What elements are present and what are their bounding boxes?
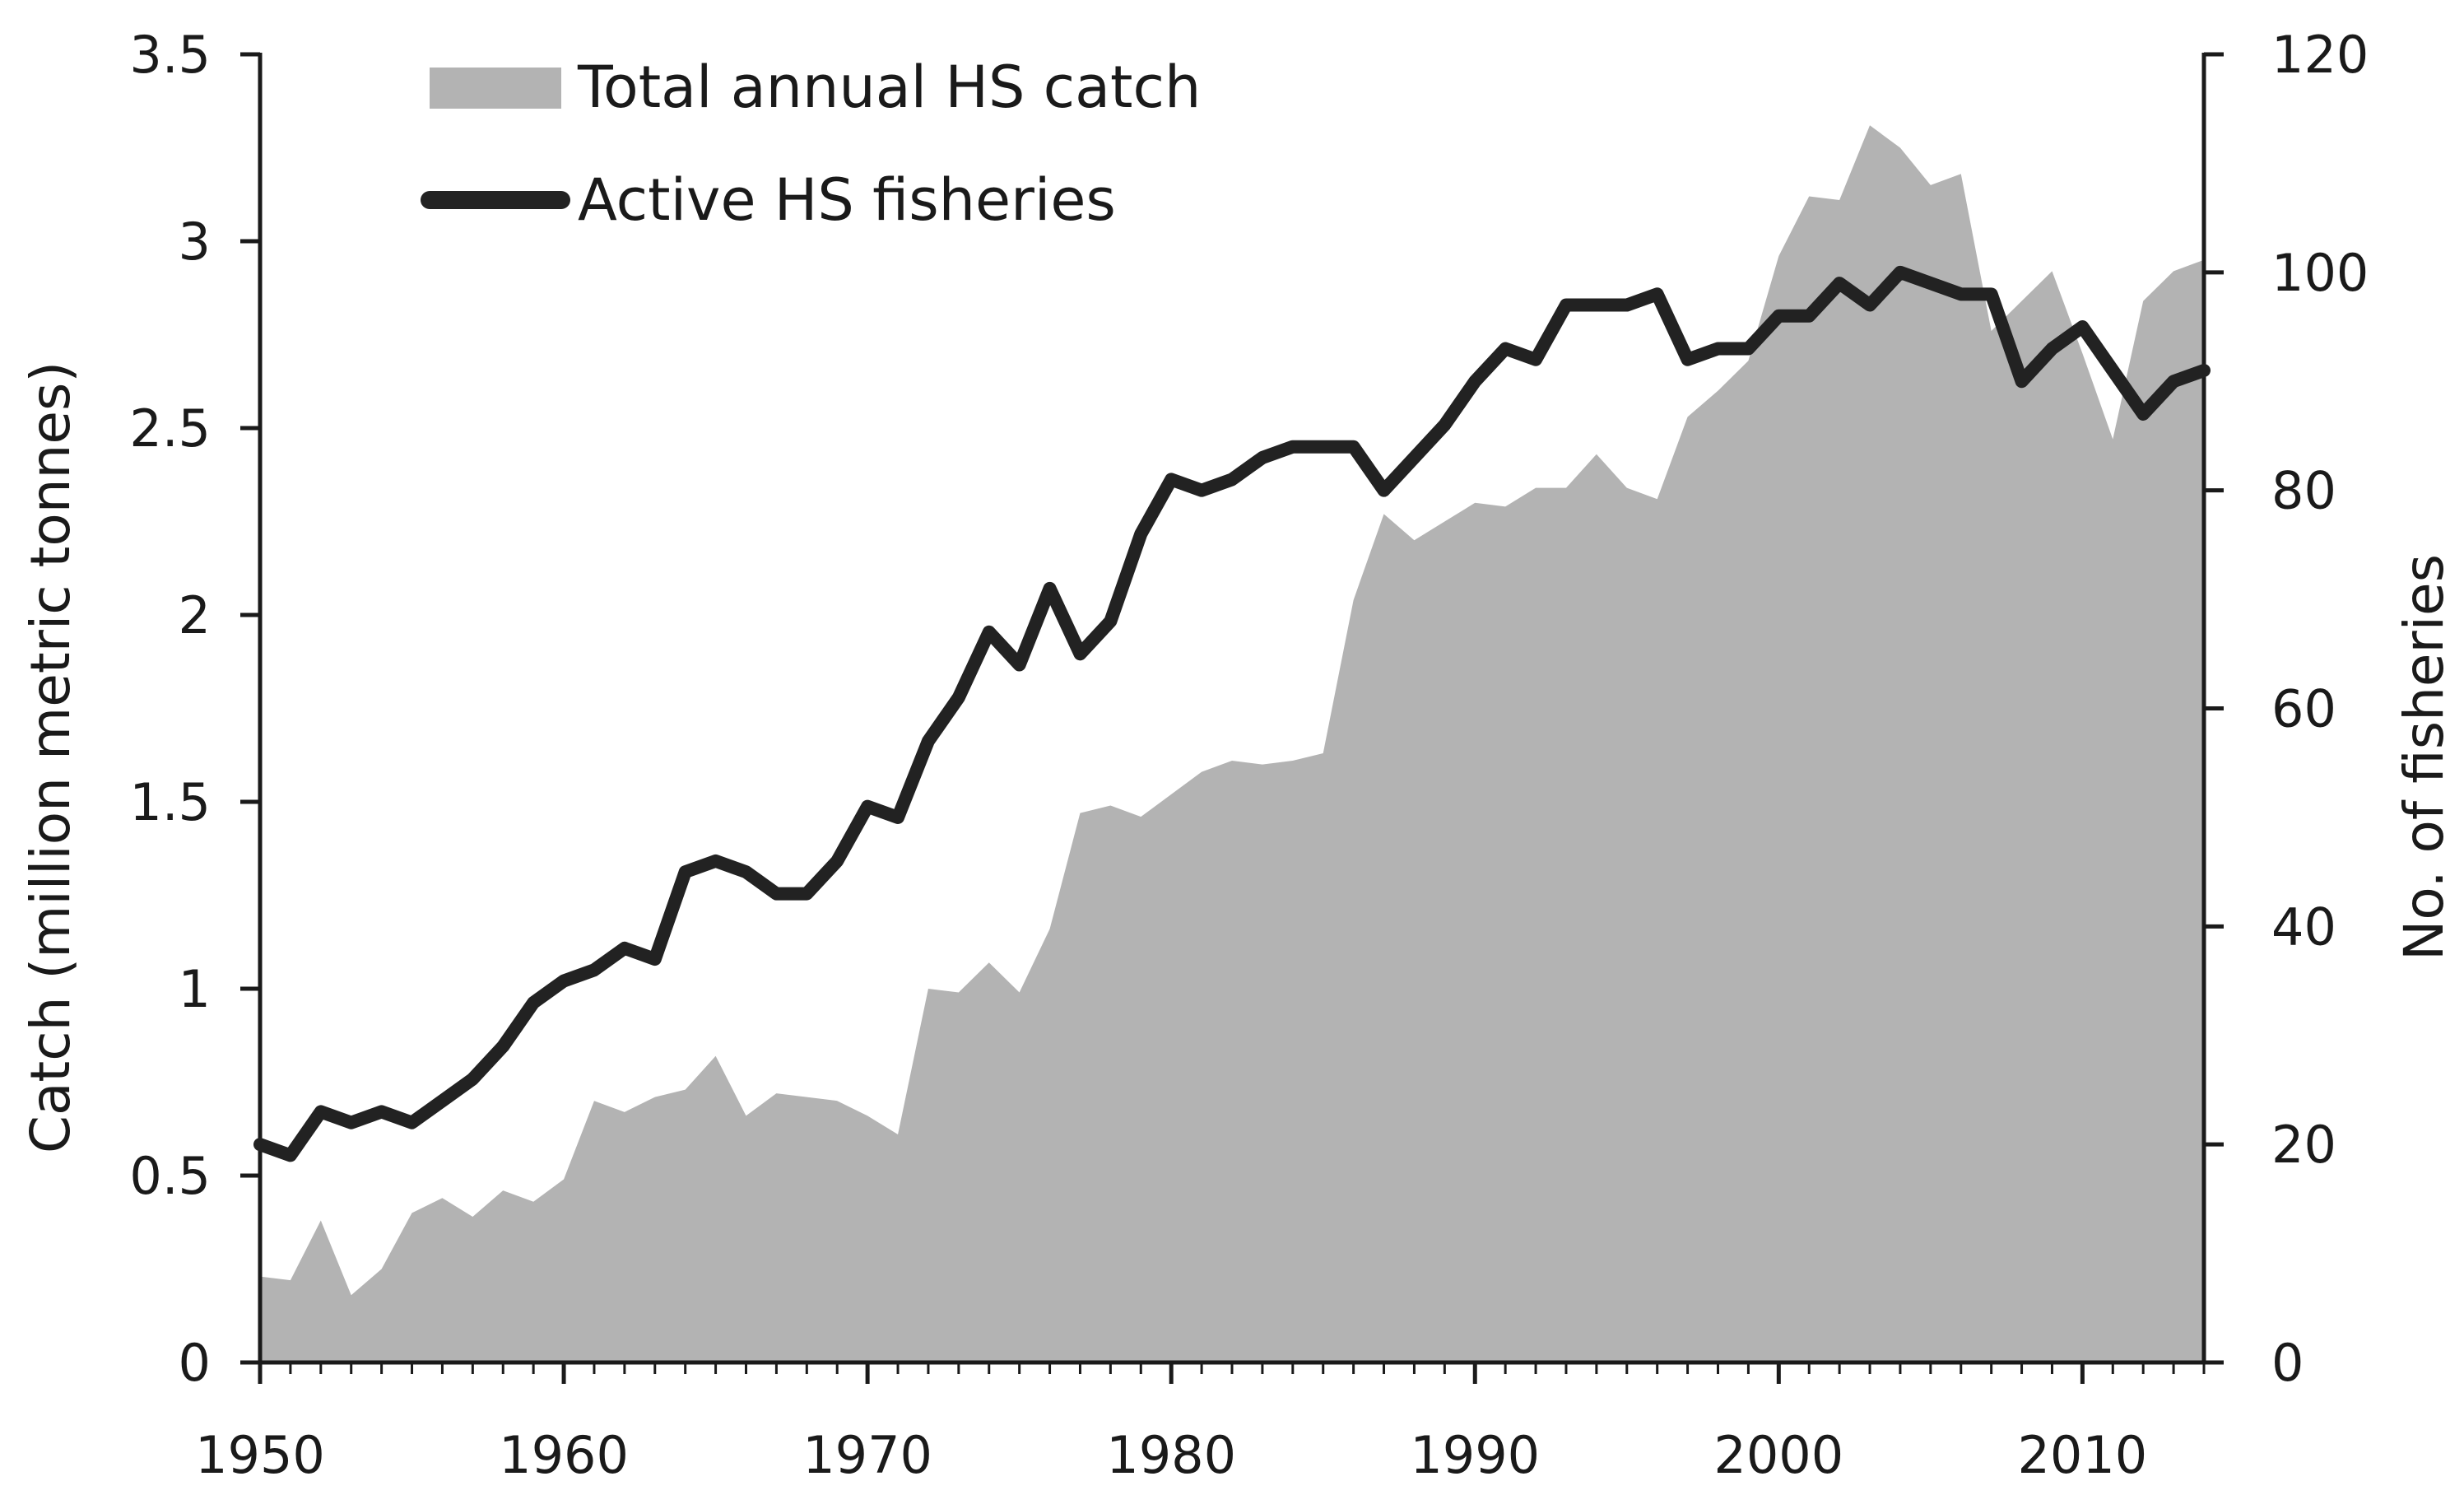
y2-tick-label-0: 0 [2271, 1333, 2304, 1393]
fisheries-line-layer [253, 265, 2211, 1162]
legend-swatch-catch [430, 68, 561, 109]
y2-tick-label-1: 20 [2271, 1115, 2336, 1175]
axes-layer: 0 0.5 1 1.5 2 2.5 3 3.5 0 20 40 60 80 100 120 1950 1960 1… [129, 25, 2369, 1485]
line-series-fisheries [253, 265, 2211, 1162]
y2-tick-label-5: 100 [2271, 243, 2369, 303]
y-tick-label-3: 1.5 [129, 772, 211, 832]
area-series-catch [260, 125, 2204, 1362]
y-tick-label-4: 2 [179, 585, 211, 645]
x-tick-label-4: 1990 [1410, 1425, 1540, 1485]
legend-label-catch: Total annual HS catch [577, 54, 1201, 121]
y-tick-label-2: 1 [179, 959, 211, 1019]
x-tick-label-0: 1950 [195, 1425, 325, 1485]
y2-tick-label-3: 60 [2271, 679, 2336, 739]
x-tick-label-3: 1980 [1106, 1425, 1236, 1485]
y-tick-label-6: 3 [179, 212, 211, 272]
x-tick-label-5: 2000 [1713, 1425, 1843, 1485]
y2-axis-title: No. of fisheries [2392, 554, 2456, 961]
y2-tick-label-4: 80 [2271, 461, 2336, 521]
x-tick-label-6: 2010 [2017, 1425, 2147, 1485]
y2-tick-label-6: 120 [2271, 25, 2369, 85]
y-tick-label-1: 0.5 [129, 1146, 211, 1206]
y-axis-title: Catch (million metric tonnes) [19, 361, 82, 1153]
y-tick-label-5: 2.5 [129, 398, 211, 459]
legend-label-fisheries: Active HS fisheries [578, 166, 1116, 234]
legend: Total annual HS catch Active HS fisherie… [421, 54, 1201, 234]
y-tick-label-0: 0 [179, 1333, 211, 1393]
x-tick-label-2: 1970 [802, 1425, 932, 1485]
x-tick-label-1: 1960 [499, 1425, 629, 1485]
y2-tick-label-2: 40 [2271, 897, 2336, 957]
catch-area-layer [260, 125, 2204, 1362]
y-tick-label-7: 3.5 [129, 25, 211, 85]
